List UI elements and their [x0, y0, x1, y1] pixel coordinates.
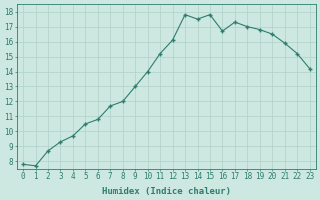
X-axis label: Humidex (Indice chaleur): Humidex (Indice chaleur) [102, 187, 231, 196]
